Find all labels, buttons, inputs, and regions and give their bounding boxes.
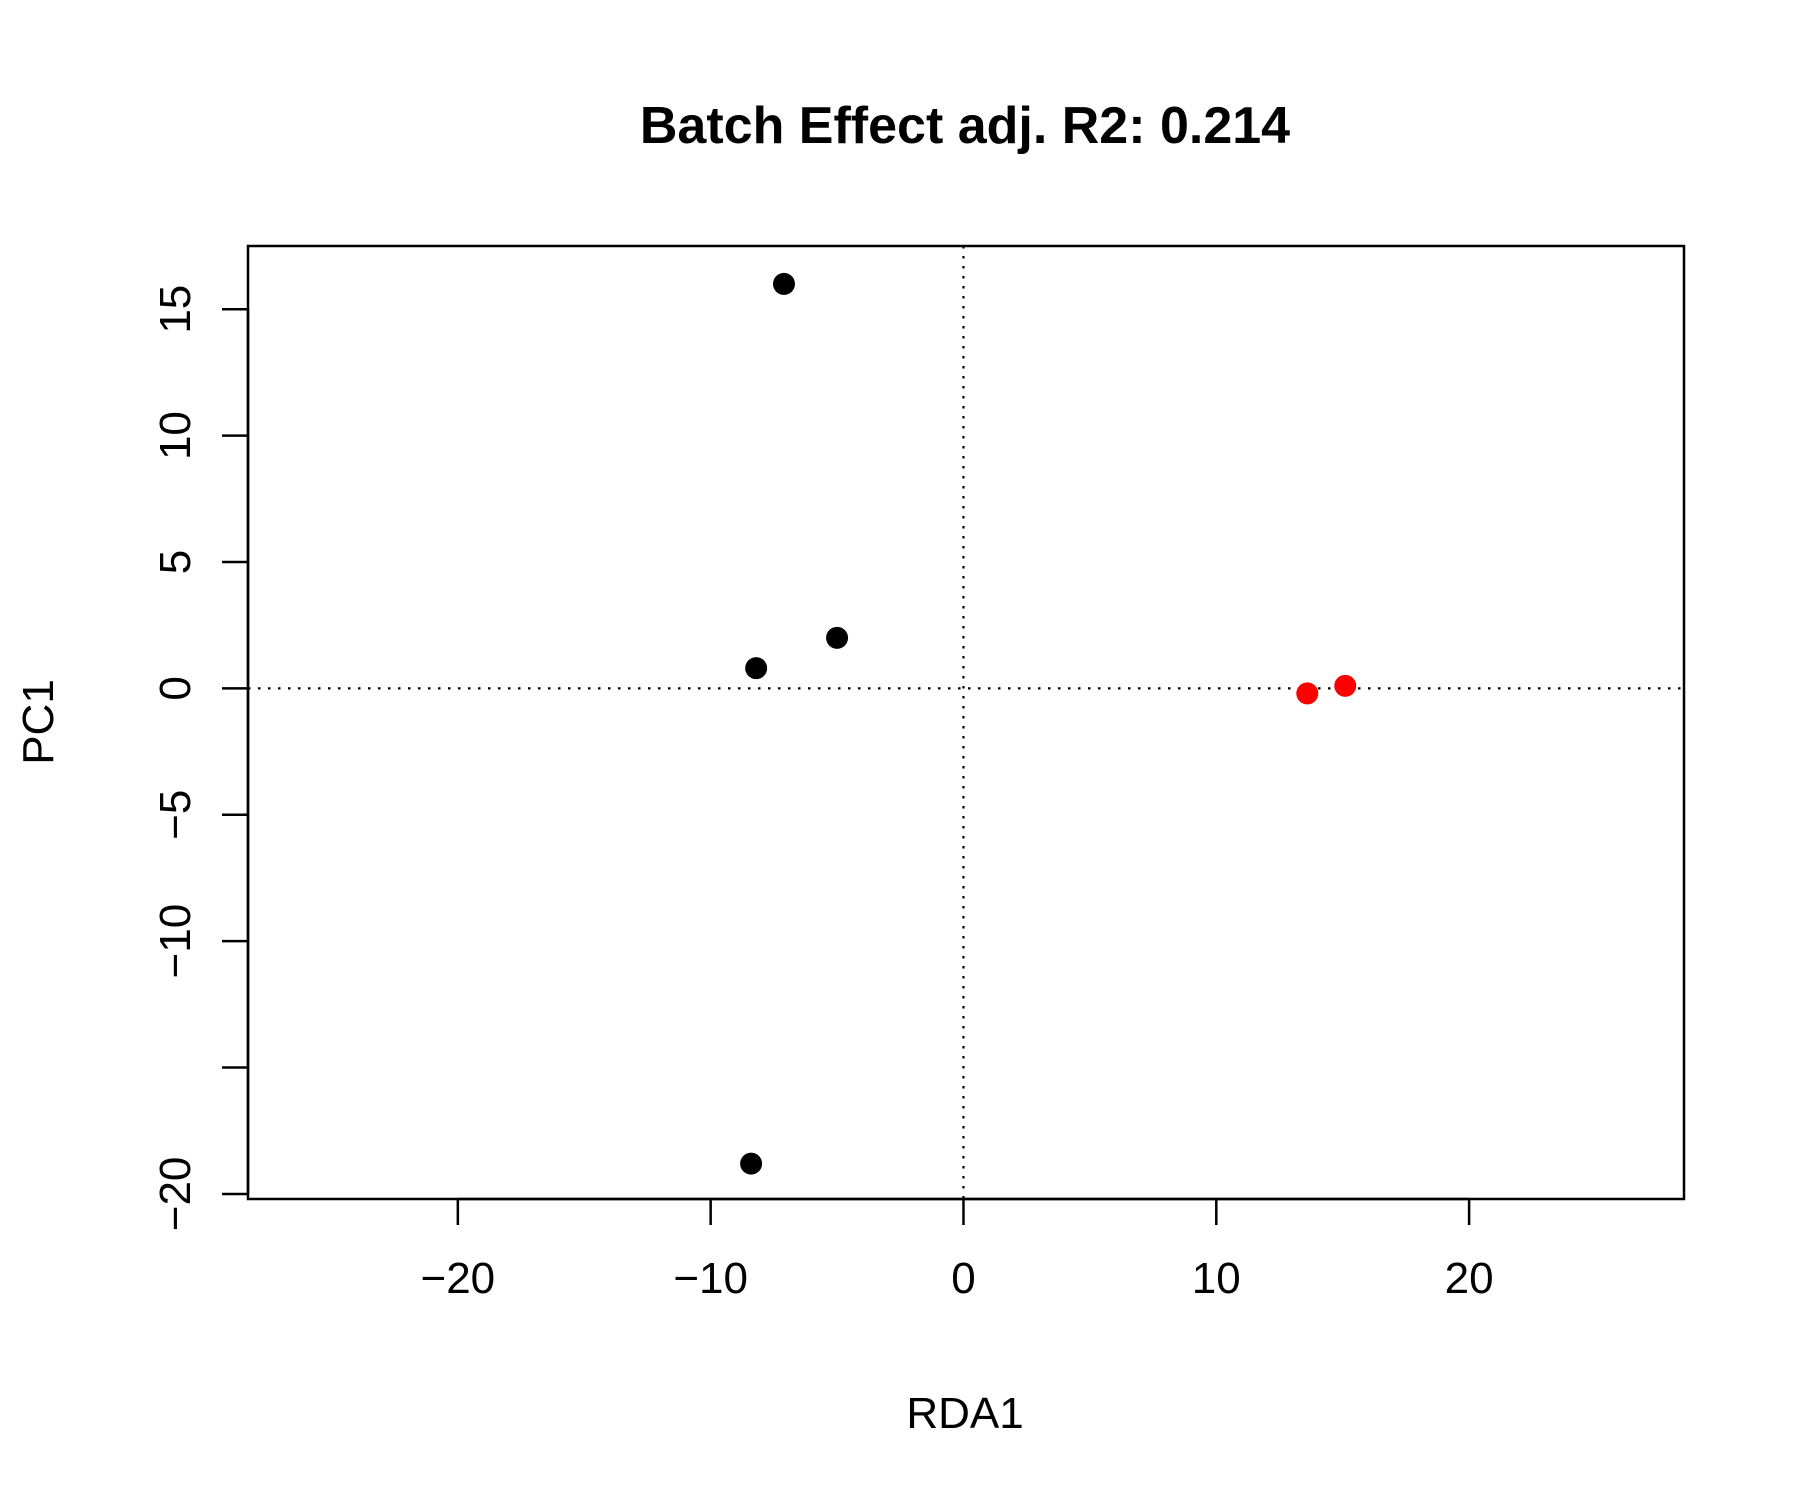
reference-lines — [248, 246, 1684, 1199]
x-tick-label: −10 — [673, 1254, 748, 1303]
data-point — [1296, 682, 1319, 705]
data-point — [772, 272, 795, 295]
x-axis-label: RDA1 — [906, 1389, 1023, 1438]
y-tick-label: −10 — [151, 904, 200, 979]
data-points — [740, 272, 1357, 1175]
y-axis: −20 −10 −5 0 5 10 15 — [151, 285, 250, 1232]
data-point — [1334, 674, 1357, 697]
y-tick-label: −5 — [151, 790, 200, 840]
x-tick-label: 10 — [1192, 1254, 1241, 1303]
x-tick-label: 20 — [1445, 1254, 1494, 1303]
chart-title: Batch Effect adj. R2: 0.214 — [640, 97, 1290, 155]
data-point — [740, 1152, 763, 1175]
data-point — [826, 626, 849, 649]
data-point — [745, 657, 768, 680]
y-axis-label: PC1 — [14, 679, 63, 765]
x-tick-label: 0 — [951, 1254, 975, 1303]
plot-frame — [246, 244, 1686, 1201]
y-tick-label: 5 — [151, 550, 200, 574]
x-axis: −20 −10 0 10 20 — [421, 1197, 1494, 1303]
y-tick-label: 10 — [151, 411, 200, 460]
y-tick-label: −20 — [151, 1157, 200, 1232]
x-tick-label: −20 — [421, 1254, 496, 1303]
y-tick-label: 0 — [151, 676, 200, 700]
y-tick-label: 15 — [151, 285, 200, 334]
